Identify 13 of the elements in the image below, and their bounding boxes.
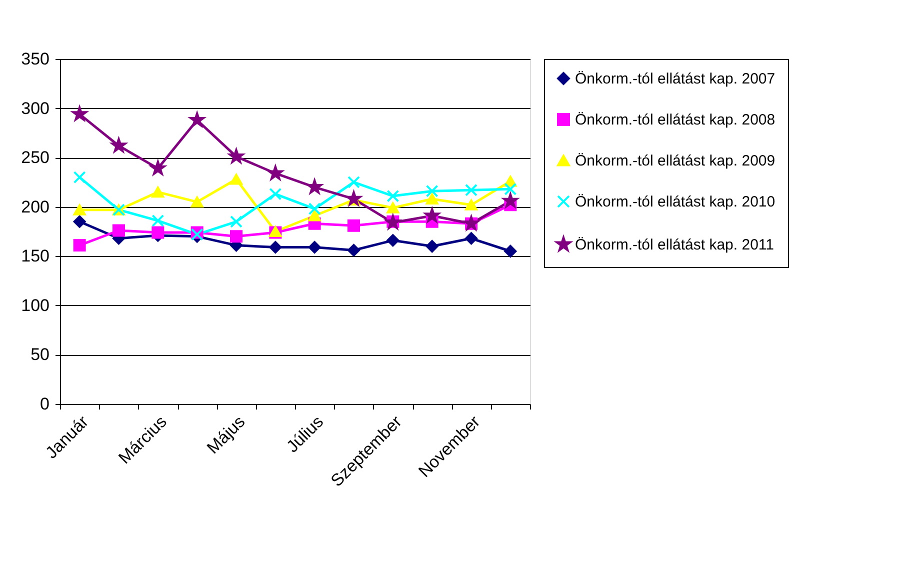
y-tick-label: 0 xyxy=(40,394,50,414)
y-tick-label: 200 xyxy=(21,197,50,216)
y-tick-label: 50 xyxy=(30,345,50,364)
legend-label: Önkorm.-tól ellátást kap. 2008 xyxy=(575,112,776,128)
legend-label: Önkorm.-tól ellátást kap. 2010 xyxy=(575,194,776,210)
y-tick-label: 150 xyxy=(21,246,50,266)
legend-label: Önkorm.-tól ellátást kap. 2007 xyxy=(575,70,776,88)
legend-label: Önkorm.-tól ellátást kap. 2009 xyxy=(575,152,776,170)
legend-label: Önkorm.-tól ellátást kap. 2011 xyxy=(575,236,774,254)
y-tick-label: 100 xyxy=(21,296,50,315)
y-tick-label: 250 xyxy=(21,148,50,168)
y-tick-label: 300 xyxy=(21,98,50,118)
y-tick-label: 350 xyxy=(21,50,50,68)
